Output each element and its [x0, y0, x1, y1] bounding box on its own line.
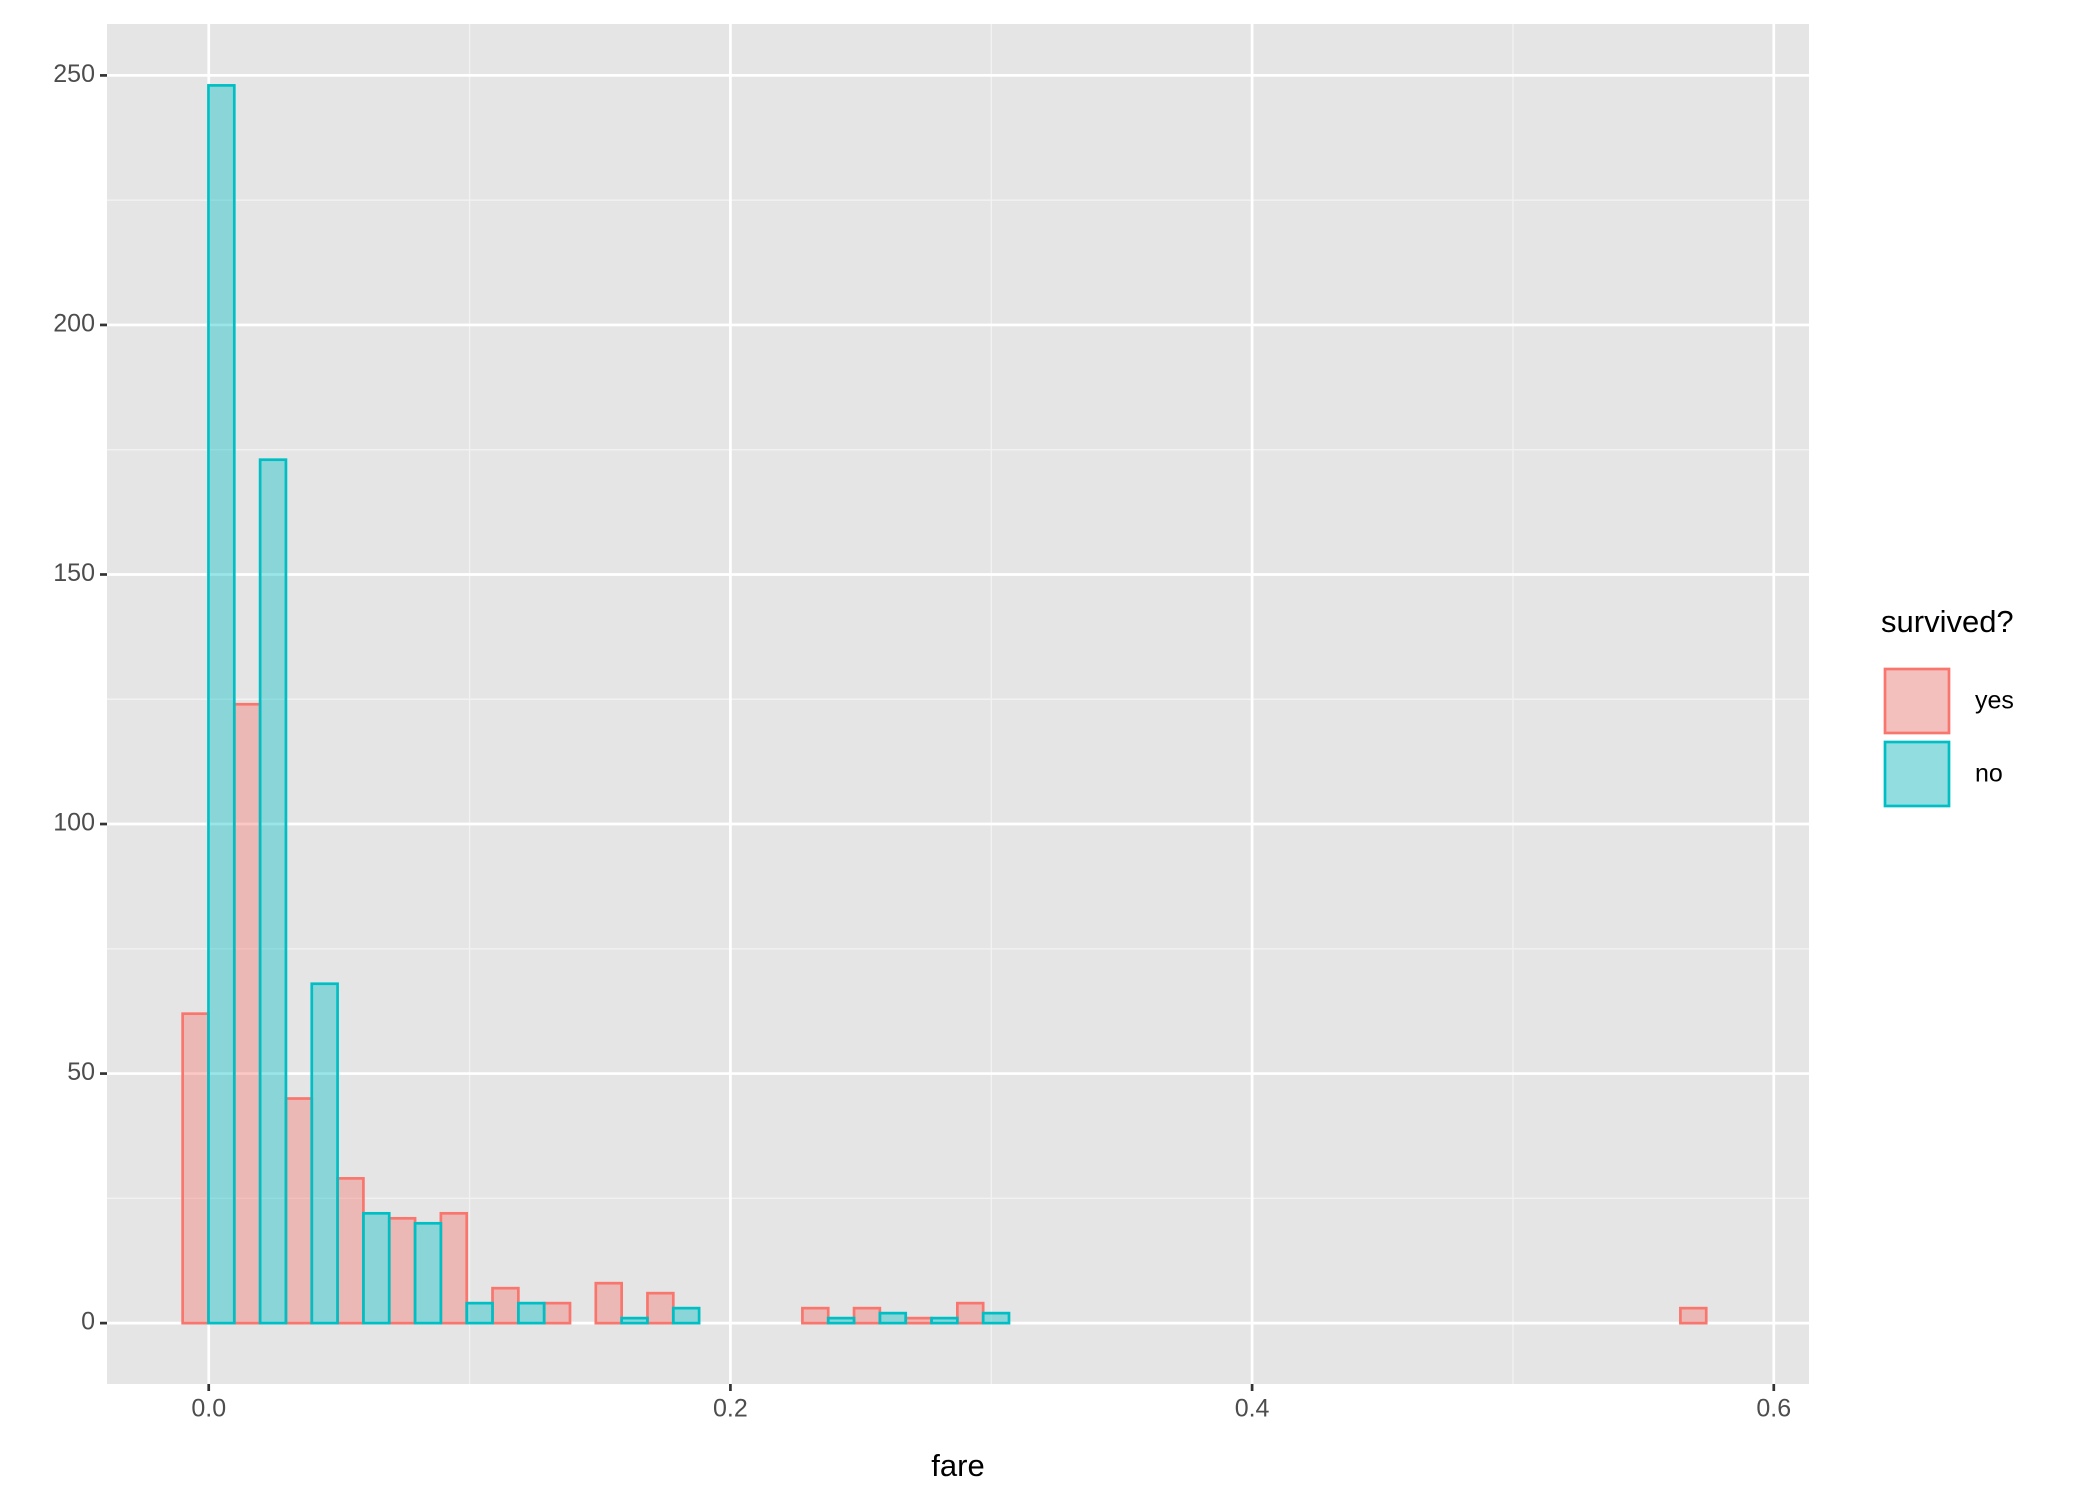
bar	[439, 1211, 469, 1325]
bar	[284, 1097, 314, 1325]
bar	[207, 84, 236, 1325]
bar	[491, 1286, 520, 1325]
bar	[1679, 1306, 1708, 1325]
x-axis-title: fare	[931, 1448, 984, 1483]
bar	[362, 1211, 391, 1325]
bars	[181, 84, 1708, 1325]
bar	[387, 1216, 417, 1325]
bar	[465, 1301, 494, 1325]
bar	[594, 1281, 623, 1325]
bar	[181, 1012, 210, 1325]
x-tick-label: 0.6	[1756, 1395, 1791, 1423]
bar	[852, 1306, 882, 1325]
y-tick-label: 250	[53, 60, 95, 88]
y-tick-label: 0	[81, 1308, 95, 1336]
y-tick-label: 150	[53, 559, 95, 587]
x-tick-label: 0.4	[1235, 1395, 1270, 1423]
y-tick-label: 50	[67, 1058, 95, 1086]
bar	[930, 1316, 959, 1325]
bar	[671, 1306, 701, 1325]
bar	[413, 1221, 443, 1325]
legend-key	[1884, 668, 1950, 734]
bar	[258, 458, 288, 1325]
bar	[981, 1311, 1011, 1325]
y-tick-label: 100	[53, 809, 95, 837]
legend-label: yes	[1975, 687, 2014, 715]
bar	[336, 1177, 365, 1325]
bar	[542, 1301, 572, 1325]
legend-title: survived?	[1881, 604, 2014, 639]
bar	[904, 1316, 933, 1325]
panel	[107, 24, 1809, 1384]
legend-swatch	[1883, 667, 1951, 735]
bar	[826, 1316, 856, 1325]
legend-swatch	[1883, 740, 1951, 808]
bar	[955, 1301, 985, 1325]
bar	[646, 1291, 675, 1325]
bar	[801, 1306, 830, 1325]
bar	[310, 982, 339, 1325]
x-tick-label: 0.2	[713, 1395, 748, 1423]
bar	[232, 702, 262, 1325]
legend-key	[1884, 741, 1950, 807]
bar	[620, 1316, 649, 1325]
legend-label: no	[1975, 760, 2003, 788]
x-tick-label: 0.0	[191, 1395, 226, 1423]
bar	[878, 1311, 908, 1325]
y-tick-label: 200	[53, 310, 95, 338]
bar	[516, 1301, 546, 1325]
